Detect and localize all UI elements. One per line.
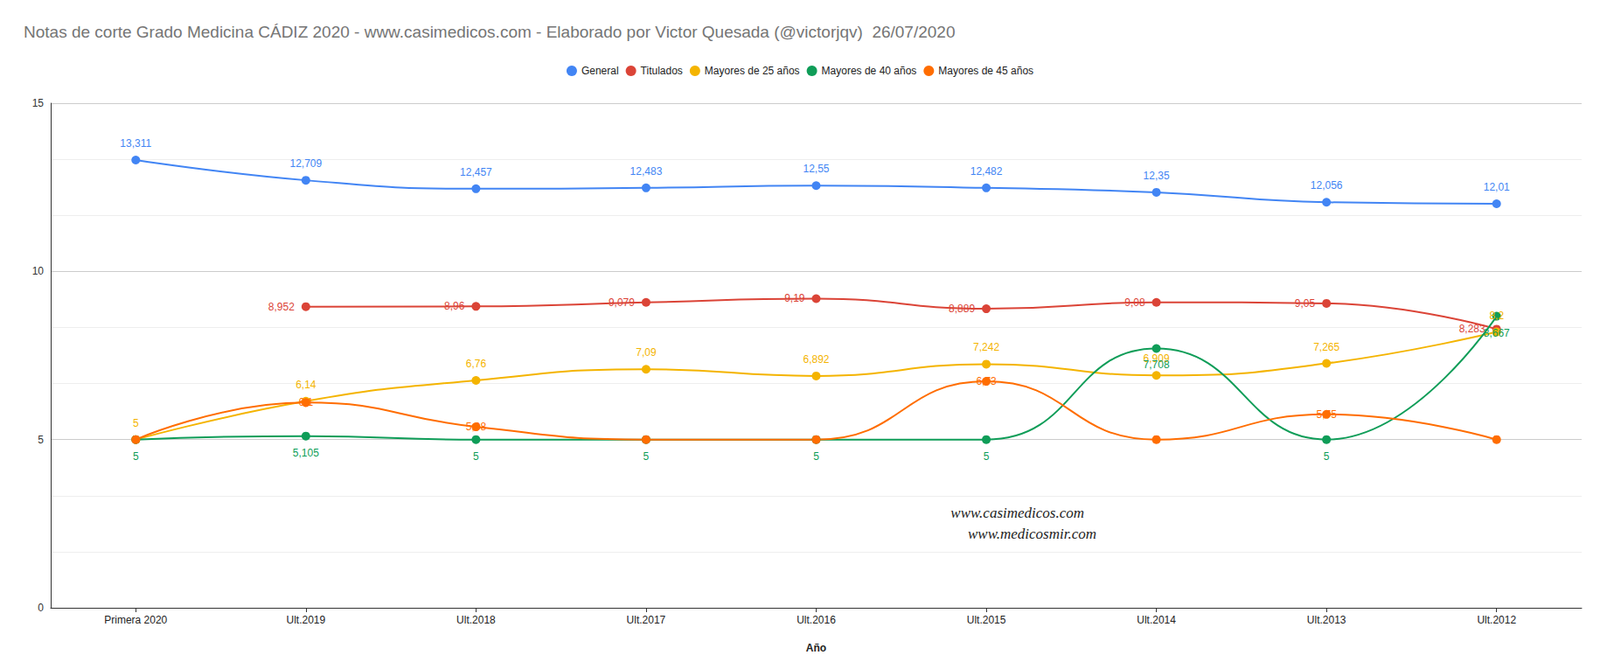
svg-text:7,09: 7,09 xyxy=(635,346,657,359)
svg-text:Ult.2019: Ult.2019 xyxy=(285,613,326,627)
svg-text:5: 5 xyxy=(132,450,140,463)
svg-text:6,14: 6,14 xyxy=(295,378,317,391)
svg-text:5,105: 5,105 xyxy=(292,446,320,460)
svg-text:Notas de corte Grado Medicina: Notas de corte Grado Medicina CÁDIZ 2020… xyxy=(23,22,955,42)
svg-text:9,05: 9,05 xyxy=(1294,297,1316,310)
svg-text:15: 15 xyxy=(32,97,45,110)
svg-text:8,2: 8,2 xyxy=(1488,309,1504,322)
svg-text:12,55: 12,55 xyxy=(802,162,829,175)
svg-text:8,283: 8,283 xyxy=(1459,322,1486,335)
svg-text:Ult.2013: Ult.2013 xyxy=(1307,613,1347,627)
svg-text:5: 5 xyxy=(643,433,650,446)
svg-text:Titulados: Titulados xyxy=(640,64,683,77)
svg-text:5: 5 xyxy=(1153,433,1160,446)
svg-text:8,889: 8,889 xyxy=(948,302,975,315)
svg-text:5: 5 xyxy=(1323,450,1330,463)
svg-text:9,19: 9,19 xyxy=(784,292,806,305)
svg-text:Mayores de 25 años: Mayores de 25 años xyxy=(704,64,800,77)
svg-text:www.casimedicos.com: www.casimedicos.com xyxy=(950,504,1085,522)
svg-text:General: General xyxy=(581,64,620,77)
svg-text:Mayores de 40 años: Mayores de 40 años xyxy=(821,64,918,77)
svg-text:5: 5 xyxy=(983,450,990,463)
svg-text:8,952: 8,952 xyxy=(268,300,295,314)
svg-text:6,892: 6,892 xyxy=(802,353,829,366)
svg-text:12,482: 12,482 xyxy=(970,165,1003,178)
svg-text:12,457: 12,457 xyxy=(459,166,493,179)
svg-text:8,667: 8,667 xyxy=(1483,326,1510,340)
svg-text:Ult.2014: Ult.2014 xyxy=(1136,613,1176,627)
svg-text:9,08: 9,08 xyxy=(1124,296,1146,309)
svg-text:12,01: 12,01 xyxy=(1483,180,1510,194)
svg-text:10: 10 xyxy=(32,264,45,278)
svg-text:6,76: 6,76 xyxy=(466,357,487,370)
svg-text:5: 5 xyxy=(473,450,480,463)
svg-text:5: 5 xyxy=(813,450,820,463)
svg-text:12,35: 12,35 xyxy=(1143,169,1170,182)
svg-text:Mayores de 45 años: Mayores de 45 años xyxy=(938,64,1034,77)
svg-text:5: 5 xyxy=(132,433,140,446)
svg-text:7,708: 7,708 xyxy=(1143,358,1170,371)
svg-text:12,056: 12,056 xyxy=(1310,179,1343,192)
svg-text:Ult.2016: Ult.2016 xyxy=(796,613,836,627)
svg-text:Primera 2020: Primera 2020 xyxy=(104,613,167,627)
svg-text:Ult.2018: Ult.2018 xyxy=(456,613,496,627)
svg-text:www.medicosmir.com: www.medicosmir.com xyxy=(967,525,1097,543)
svg-text:5: 5 xyxy=(643,450,650,463)
svg-text:Ult.2012: Ult.2012 xyxy=(1476,613,1517,627)
svg-text:0: 0 xyxy=(37,601,44,614)
svg-text:7,265: 7,265 xyxy=(1313,340,1340,354)
svg-text:5: 5 xyxy=(132,417,140,430)
svg-text:12,483: 12,483 xyxy=(630,165,663,178)
svg-text:7,242: 7,242 xyxy=(973,340,1000,354)
svg-text:5: 5 xyxy=(813,433,820,446)
svg-text:6,1: 6,1 xyxy=(298,396,314,409)
svg-text:5: 5 xyxy=(1493,433,1500,446)
svg-text:5: 5 xyxy=(37,433,44,446)
svg-text:5,38: 5,38 xyxy=(466,420,487,433)
svg-text:5,75: 5,75 xyxy=(1315,408,1337,421)
svg-text:13,311: 13,311 xyxy=(119,137,152,150)
svg-text:6,73: 6,73 xyxy=(975,375,997,388)
svg-text:Ult.2017: Ult.2017 xyxy=(626,613,667,627)
svg-text:8,96: 8,96 xyxy=(444,299,466,313)
svg-text:9,079: 9,079 xyxy=(608,296,635,309)
svg-text:Ult.2015: Ult.2015 xyxy=(966,613,1007,627)
svg-text:Año: Año xyxy=(806,641,827,654)
svg-text:12,709: 12,709 xyxy=(289,157,322,170)
